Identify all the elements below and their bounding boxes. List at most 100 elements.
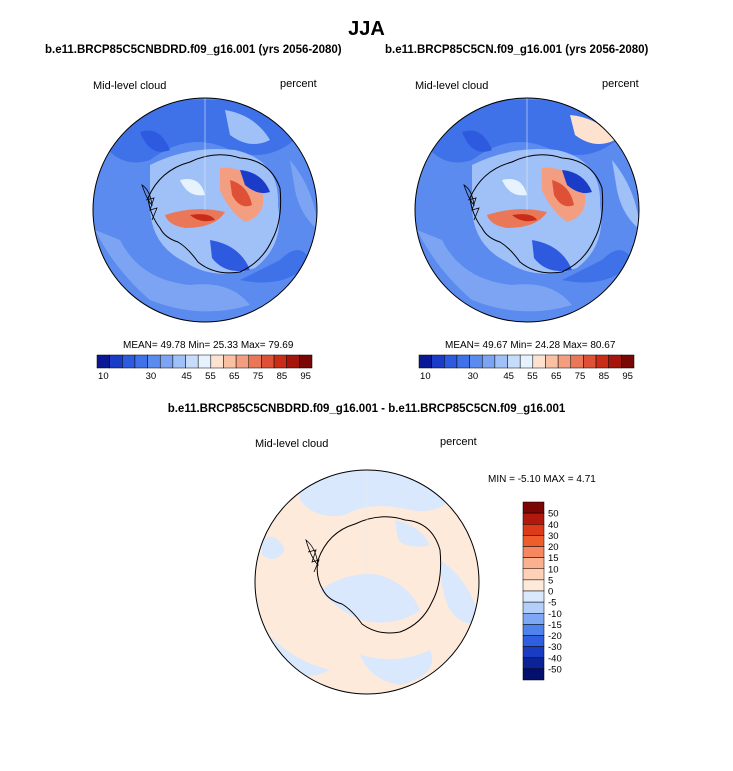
panel1-stats: MEAN= 49.78 Min= 25.33 Max= 79.69 — [123, 340, 294, 351]
colorbar1-swatch — [210, 354, 224, 369]
colorbar3-tick-label: 50 — [548, 509, 559, 520]
colorbar3-tick-label: -10 — [548, 609, 562, 620]
colorbar3-tick-label: -20 — [548, 631, 562, 642]
colorbar3-swatch — [522, 635, 545, 647]
colorbar2-tick-label: 10 — [420, 371, 431, 382]
colorbar3-swatch — [522, 501, 545, 514]
colorbar-panel-1: 10 30 45 55 65 75 85 95 — [96, 354, 313, 382]
colorbar3-swatch — [522, 535, 545, 547]
colorbar3-tick-label: 5 — [548, 575, 553, 586]
panel2-variable-label: Mid-level cloud — [415, 80, 489, 92]
panel1-title: b.e11.BRCP85C5CNBDRD.f09_g16.001 (yrs 20… — [45, 44, 342, 56]
colorbar1-swatch — [96, 354, 110, 369]
colorbar2-tick-label: 95 — [622, 371, 633, 382]
panel3-variable-label: Mid-level cloud — [255, 438, 329, 450]
colorbar1-tick-label: 10 — [98, 371, 109, 382]
colorbar1-swatch — [261, 354, 275, 369]
colorbar3-tick-label: -50 — [548, 664, 562, 675]
colorbar2-swatch — [469, 354, 483, 369]
colorbar3-tick-label: 20 — [548, 542, 559, 553]
colorbar2-tick-label: 45 — [503, 371, 514, 382]
colorbar2-swatch — [456, 354, 470, 369]
colorbar3-swatch — [522, 546, 545, 558]
colorbar2-swatch — [557, 354, 572, 369]
colorbar1-tick-label: 55 — [205, 371, 216, 382]
colorbar2-tick-label: 85 — [599, 371, 610, 382]
colorbar2-swatch — [431, 354, 445, 369]
colorbar1-swatch — [235, 354, 250, 369]
colorbar2-swatch — [507, 354, 521, 369]
map-panel-3 — [254, 469, 480, 695]
colorbar3-swatch — [522, 657, 545, 670]
colorbar2-swatch — [519, 354, 534, 369]
colorbar3-tick-label: -5 — [548, 598, 556, 609]
colorbar1-tick-label: 65 — [229, 371, 240, 382]
panel3-stats: MIN = -5.10 MAX = 4.71 — [488, 474, 596, 485]
colorbar2-swatch — [481, 354, 496, 369]
colorbar1-swatch — [172, 354, 186, 369]
panel2-title: b.e11.BRCP85C5CN.f09_g16.001 (yrs 2056-2… — [385, 44, 649, 56]
panel2-units-label: percent — [602, 78, 639, 90]
colorbar-panel-2: 10 30 45 55 65 75 85 95 — [418, 354, 635, 382]
colorbar2-tick-label: 75 — [575, 371, 586, 382]
colorbar3-swatch — [522, 601, 545, 614]
colorbar1-swatch — [248, 354, 262, 369]
panel3-units-label: percent — [440, 436, 477, 448]
colorbar1-swatch — [273, 354, 287, 369]
colorbar3-swatch — [522, 613, 545, 625]
colorbar1-tick-label: 75 — [253, 371, 264, 382]
colorbar3-swatch — [522, 624, 545, 636]
colorbar3-swatch — [522, 590, 545, 603]
colorbar1-tick-label: 95 — [300, 371, 311, 382]
colorbar2-swatch — [494, 354, 508, 369]
figure-title: JJA — [348, 18, 385, 40]
colorbar3-tick-label: 30 — [548, 531, 559, 542]
colorbar3-swatch — [522, 579, 545, 592]
colorbar2-tick-label: 55 — [527, 371, 538, 382]
colorbar3-tick-label: 0 — [548, 587, 553, 598]
colorbar3-swatch — [522, 646, 545, 658]
colorbar3-tick-label: 40 — [548, 520, 559, 531]
colorbar2-swatch — [545, 354, 559, 369]
colorbar2-swatch — [444, 354, 458, 369]
colorbar3-tick-label: -15 — [548, 620, 562, 631]
colorbar3-swatch — [522, 512, 545, 525]
panel1-variable-label: Mid-level cloud — [93, 80, 167, 92]
colorbar2-swatch — [621, 354, 635, 369]
colorbar1-swatch — [197, 354, 212, 369]
colorbar2-swatch — [570, 354, 584, 369]
colorbar2-swatch — [418, 354, 432, 369]
colorbar2-tick-label: 30 — [468, 371, 479, 382]
diff-title: b.e11.BRCP85C5CNBDRD.f09_g16.001 - b.e11… — [167, 403, 566, 415]
colorbar2-swatch — [595, 354, 609, 369]
colorbar1-swatch — [147, 354, 161, 369]
panel2-stats: MEAN= 49.67 Min= 24.28 Max= 80.67 — [445, 340, 616, 351]
colorbar3-tick-label: -40 — [548, 653, 562, 664]
colorbar2-tick-label: 65 — [551, 371, 562, 382]
colorbar1-swatch — [134, 354, 148, 369]
map-panel-1 — [92, 97, 318, 323]
colorbar2-swatch — [583, 354, 597, 369]
colorbar1-tick-label: 30 — [146, 371, 157, 382]
colorbar1-swatch — [122, 354, 136, 369]
colorbar3-tick-label: 10 — [548, 564, 559, 575]
colorbar1-swatch — [185, 354, 199, 369]
colorbar3-swatch — [522, 568, 545, 581]
colorbar1-swatch — [109, 354, 123, 369]
colorbar1-swatch — [286, 354, 300, 369]
colorbar1-swatch — [223, 354, 237, 369]
panel1-units-label: percent — [280, 78, 317, 90]
colorbar3-swatch — [522, 668, 545, 681]
colorbar3-tick-label: 15 — [548, 553, 559, 564]
colorbar3-tick-label: -30 — [548, 642, 562, 653]
colorbar3-swatch — [522, 524, 545, 536]
colorbar1-swatch — [299, 354, 313, 369]
map-panel-2 — [414, 97, 640, 323]
colorbar1-tick-label: 85 — [277, 371, 288, 382]
colorbar1-swatch — [159, 354, 174, 369]
colorbar1-tick-label: 45 — [181, 371, 192, 382]
colorbar2-swatch — [532, 354, 546, 369]
colorbar3-swatch — [522, 557, 545, 569]
